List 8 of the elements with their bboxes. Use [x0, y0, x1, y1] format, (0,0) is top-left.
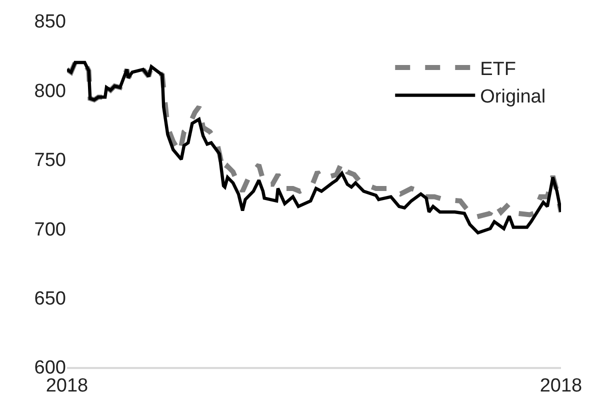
legend-label: ETF	[480, 58, 516, 80]
y-tick-label: 750	[34, 150, 66, 172]
x-tick-label: 2018	[540, 376, 582, 397]
y-tick-label: 650	[34, 288, 66, 310]
legend-label: Original	[480, 86, 546, 108]
y-tick-label: 850	[34, 12, 66, 33]
y-tick-label: 800	[34, 80, 66, 102]
y-tick-label: 700	[34, 219, 66, 240]
